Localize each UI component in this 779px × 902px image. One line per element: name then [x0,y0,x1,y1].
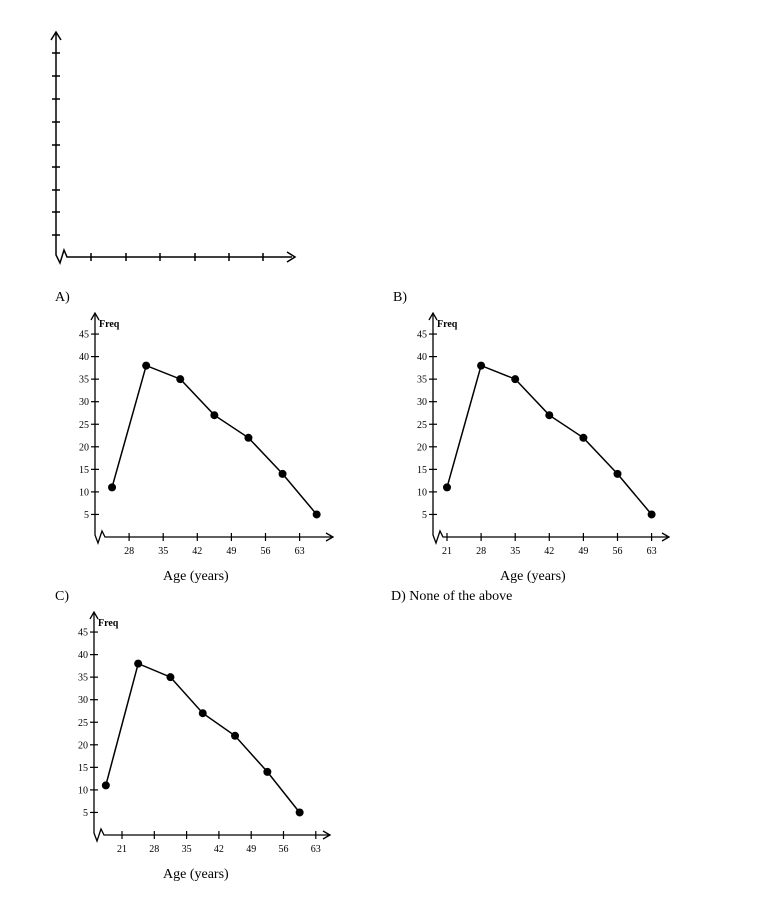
y-tick-label: 5 [84,510,89,521]
option-c-label: C) [55,589,69,604]
y-axis-label: Freq [99,319,120,330]
y-tick-label: 25 [79,420,89,431]
data-point [443,483,451,492]
series-line [446,364,653,515]
y-axis-label: Freq [98,618,119,629]
x-tick-label: 49 [578,546,588,557]
x-tick-label: 56 [613,546,623,557]
data-point [210,411,219,420]
option-d-label: D) None of the above [391,589,513,604]
data-point [101,781,110,790]
y-axis-label: Freq [437,319,458,330]
y-tick-label: 30 [79,397,89,408]
x-tick-label: 63 [295,546,305,557]
data-point [295,808,304,817]
blank-x-arrowhead [286,251,297,263]
y-tick-label: 45 [78,628,88,639]
data-point [142,361,151,370]
y-tick-label: 40 [417,352,427,363]
x-tick-label: 56 [279,844,289,855]
x-tick-label: 56 [261,546,271,557]
data-point [263,767,272,776]
x-tick-label: 42 [544,546,554,557]
x-tick-label: 35 [158,546,168,557]
y-tick-label: 20 [79,442,89,453]
data-point [278,469,287,478]
option-a-label: A) [55,290,70,305]
x-tick-label: 21 [117,844,127,855]
y-tick-label: 10 [78,785,88,796]
y-tick-label: 40 [79,352,89,363]
y-arrowhead [90,311,100,321]
x-tick-label: 63 [647,546,657,557]
data-point [166,673,175,682]
chart-a-x-title: Age (years) [163,569,229,584]
x-tick-label: 42 [192,546,202,557]
x-tick-label: 42 [214,844,224,855]
data-point [477,361,486,370]
y-tick-label: 35 [78,673,88,684]
y-tick-label: 30 [78,695,88,706]
series-line [111,364,318,515]
chart-c [89,610,332,843]
y-arrowhead [89,610,99,620]
x-tick-label: 35 [510,546,520,557]
y-tick-label: 10 [79,487,89,498]
data-point [545,411,554,420]
chart-b-x-title: Age (years) [500,569,566,584]
data-point [108,483,117,492]
data-point [511,375,520,384]
y-tick-label: 20 [78,740,88,751]
option-b-label: B) [393,290,407,305]
y-tick-label: 5 [83,808,88,819]
data-point [198,709,207,718]
blank-y-arrowhead [50,30,62,41]
y-tick-label: 25 [78,718,88,729]
x-tick-label: 21 [442,546,452,557]
y-tick-label: 10 [417,487,427,498]
x-tick-label: 49 [226,546,236,557]
chart-b [428,311,671,545]
y-tick-label: 15 [79,465,89,476]
data-point [244,433,253,442]
axes-lines [93,612,330,843]
series-line [105,662,301,813]
y-tick-label: 30 [417,397,427,408]
axes-lines [94,313,333,545]
y-tick-label: 15 [78,763,88,774]
chart-c-x-title: Age (years) [163,867,229,882]
x-tick-label: 28 [124,546,134,557]
x-arrowhead [325,532,335,542]
y-tick-label: 35 [79,375,89,386]
y-tick-label: 20 [417,442,427,453]
x-tick-label: 28 [149,844,159,855]
data-point [647,510,656,519]
blank-axes-lines [55,33,292,266]
data-point [579,433,588,442]
data-point [613,469,622,478]
data-point [231,731,240,740]
data-point [176,375,185,384]
x-arrowhead [322,830,332,840]
x-arrowhead [661,532,671,542]
y-tick-label: 35 [417,375,427,386]
chart-a [90,311,335,545]
x-tick-label: 28 [476,546,486,557]
y-tick-label: 25 [417,420,427,431]
y-tick-label: 15 [417,465,427,476]
data-point [312,510,321,519]
y-arrowhead [428,311,438,321]
y-tick-label: 45 [79,330,89,341]
blank-axes [50,30,297,266]
data-point [134,659,143,668]
x-tick-label: 49 [246,844,256,855]
y-tick-label: 5 [422,510,427,521]
x-tick-label: 35 [182,844,192,855]
x-tick-label: 63 [311,844,321,855]
y-tick-label: 40 [78,650,88,661]
y-tick-label: 45 [417,330,427,341]
axes-lines [432,313,669,545]
